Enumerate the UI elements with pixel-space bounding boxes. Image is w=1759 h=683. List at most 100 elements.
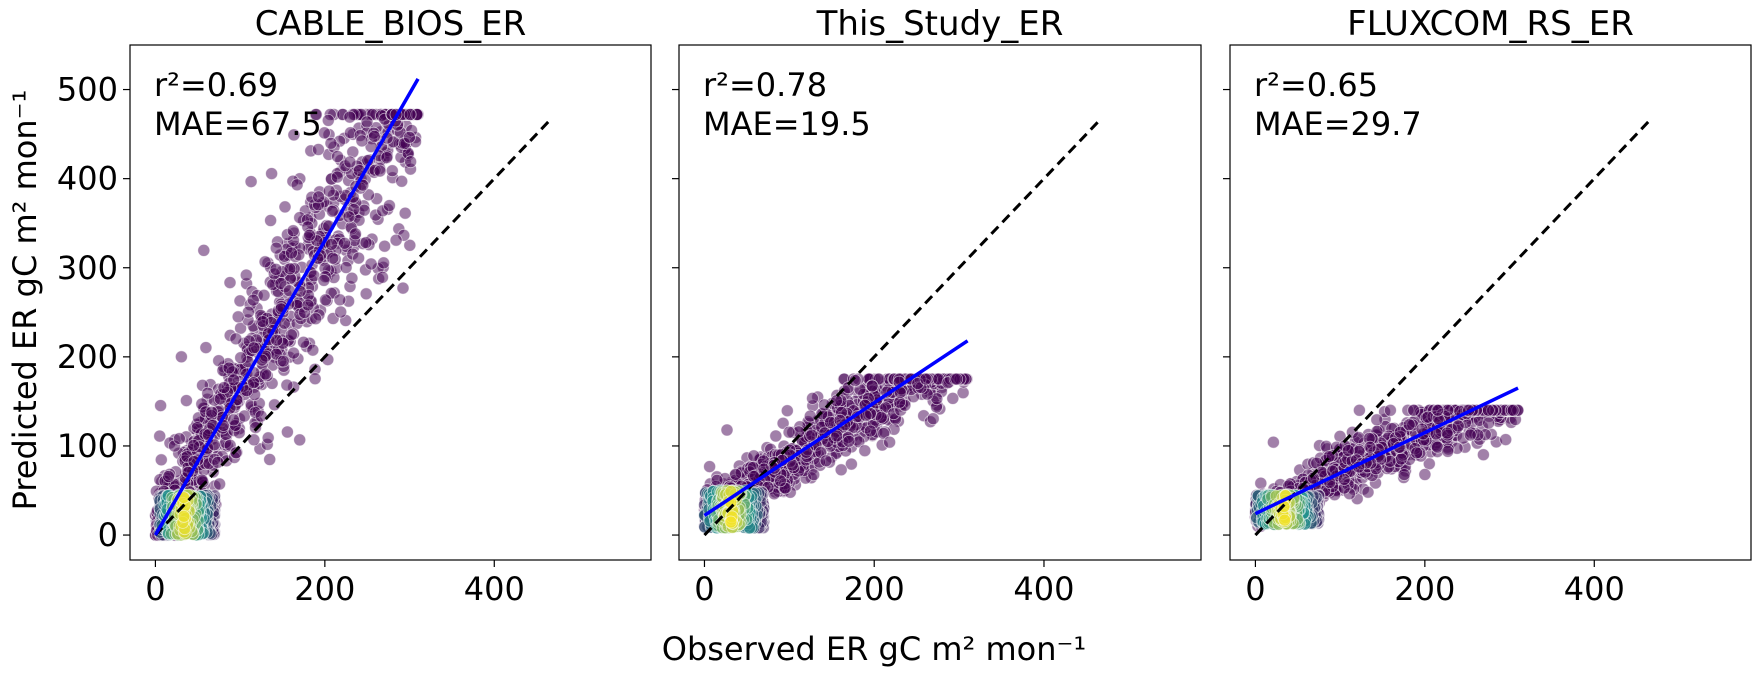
data-points: [1249, 403, 1525, 533]
data-point: [1499, 433, 1513, 447]
data-point: [258, 255, 272, 269]
data-point: [776, 416, 790, 430]
identity-line: [703, 117, 1103, 537]
axes-frame: [129, 44, 652, 561]
data-point: [352, 251, 366, 265]
x-tick-label: 400: [464, 570, 525, 608]
data-point: [229, 332, 243, 346]
r2-annotation: r²=0.78: [703, 66, 827, 104]
data-point: [729, 467, 742, 481]
data-point: [1397, 468, 1411, 482]
data-point: [359, 236, 373, 250]
x-tick-label: 0: [1245, 570, 1265, 608]
y-tick-label: 200: [57, 338, 118, 376]
data-point: [331, 150, 344, 163]
x-tick-label: 0: [145, 570, 165, 608]
data-point: [1370, 413, 1384, 427]
data-point: [1463, 428, 1477, 442]
data-point: [270, 333, 284, 347]
data-point: [1441, 444, 1455, 458]
data-point: [239, 268, 253, 282]
data-point: [343, 155, 357, 169]
data-point: [177, 509, 191, 523]
data-point: [378, 239, 392, 253]
data-point: [223, 276, 237, 290]
data-point: [269, 241, 283, 255]
data-point: [343, 110, 357, 124]
data-point: [395, 174, 409, 188]
y-tick-label: 0: [98, 516, 118, 554]
data-point: [720, 423, 734, 437]
mae-annotation: MAE=67.5: [154, 105, 322, 143]
regression-line: [153, 77, 420, 536]
data-point: [1361, 485, 1375, 499]
data-point: [1337, 472, 1351, 486]
data-point: [845, 457, 858, 471]
data-point: [1402, 418, 1416, 432]
data-point: [774, 474, 787, 488]
data-point: [858, 444, 872, 458]
data-point: [380, 151, 394, 165]
data-point: [1482, 403, 1495, 417]
data-point: [389, 233, 403, 247]
data-point: [334, 305, 348, 319]
data-point: [1407, 403, 1420, 417]
data-point: [919, 372, 933, 386]
y-tick-label: 400: [57, 160, 118, 198]
data-point: [703, 460, 716, 474]
data-point: [283, 262, 297, 276]
data-point: [205, 405, 219, 419]
data-point: [269, 262, 283, 276]
data-point: [950, 372, 964, 386]
x-tick-label: 400: [1564, 570, 1625, 608]
data-point: [297, 335, 310, 349]
data-point: [229, 446, 243, 460]
data-point: [1431, 403, 1445, 417]
data-point: [153, 429, 167, 443]
data-point: [382, 199, 396, 213]
panel-title: FLUXCOM_RS_ER: [1347, 4, 1634, 44]
data-point: [848, 374, 862, 387]
data-point: [339, 261, 353, 274]
data-point: [1353, 403, 1366, 417]
data-point: [325, 204, 339, 218]
data-point: [254, 409, 268, 423]
data-point: [1440, 426, 1454, 440]
data-point: [201, 386, 215, 400]
x-tick-label: 200: [1394, 570, 1455, 608]
data-point: [287, 346, 301, 360]
data-point: [263, 453, 277, 466]
mae-annotation: MAE=29.7: [1254, 105, 1422, 143]
data-point: [247, 376, 261, 390]
data-points: [698, 372, 974, 535]
data-point: [276, 354, 290, 368]
data-point: [308, 372, 322, 386]
data-point: [187, 438, 200, 452]
data-point: [1451, 419, 1465, 433]
data-point: [1384, 403, 1397, 417]
data-point: [864, 424, 877, 438]
data-point: [807, 468, 821, 482]
data-point: [222, 361, 236, 375]
data-point: [359, 287, 373, 301]
data-point: [333, 293, 347, 307]
data-point: [1267, 435, 1280, 449]
mae-annotation: MAE=19.5: [703, 105, 871, 143]
data-point: [403, 108, 417, 121]
data-point: [1506, 403, 1520, 417]
figure-xlabel: Observed ER gC m² mon⁻¹: [662, 630, 1087, 668]
data-point: [385, 164, 399, 178]
data-point: [1422, 457, 1436, 471]
data-point: [317, 126, 331, 140]
data-point: [217, 381, 231, 395]
data-point: [265, 167, 279, 181]
data-point: [309, 312, 323, 326]
data-point: [803, 409, 817, 423]
data-point: [342, 210, 356, 224]
data-point: [349, 227, 362, 241]
data-point: [172, 432, 186, 446]
data-point: [286, 224, 300, 238]
data-point: [261, 431, 275, 445]
data-point: [830, 429, 844, 443]
